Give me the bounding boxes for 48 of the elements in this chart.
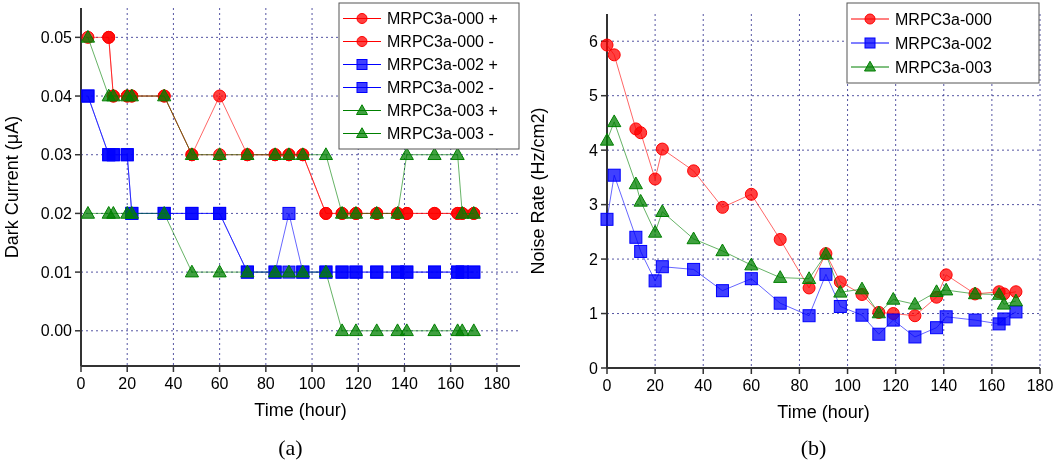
legend-label: MRPC3a-000 — [895, 10, 993, 28]
legend-label: MRPC3a-002 - — [387, 79, 494, 97]
legend-label: MRPC3a-002 + — [387, 56, 498, 74]
x-tick-label: 100 — [834, 377, 861, 394]
y-tick-label: 0.04 — [40, 87, 73, 105]
x-tick-label: 140 — [391, 375, 418, 392]
x-tick-label: 120 — [882, 377, 910, 394]
legend-label: MRPC3a-003 — [895, 58, 993, 76]
y-tick-label: 0.03 — [40, 146, 73, 164]
x-tick-label: 60 — [210, 375, 229, 392]
x-tick-label: 40 — [164, 375, 183, 392]
x-axis-title: Time (hour) — [254, 400, 347, 420]
y-tick-label: 1 — [589, 305, 599, 323]
y-tick-label: 2 — [589, 250, 599, 268]
text: (a) — [278, 435, 303, 460]
y-tick-label: 5 — [589, 87, 599, 105]
x-tick-label: 160 — [978, 377, 1006, 394]
y-axis-title: Noise Rate (Hz/cm2) — [528, 107, 548, 275]
x-tick-label: 100 — [298, 375, 326, 392]
x-tick-label: 40 — [694, 377, 713, 394]
x-tick-label: 0 — [602, 377, 612, 394]
y-axis-title: Dark Current (μA) — [2, 115, 22, 259]
text: (b) — [800, 435, 827, 460]
y-tick-label: 3 — [589, 196, 599, 214]
x-tick-label: 160 — [437, 375, 465, 392]
legend-label: MRPC3a-000 - — [387, 33, 494, 51]
y-tick-label: 0 — [589, 359, 599, 377]
x-tick-label: 180 — [483, 375, 511, 392]
legend-label: MRPC3a-000 + — [387, 10, 498, 28]
x-tick-label: 80 — [256, 375, 275, 392]
y-tick-label: 4 — [589, 141, 599, 159]
x-tick-label: 0 — [76, 375, 86, 392]
y-tick-label: 0.02 — [40, 205, 73, 223]
x-tick-label: 120 — [344, 375, 372, 392]
x-tick-label: 60 — [742, 377, 761, 394]
y-tick-label: 0.01 — [40, 263, 73, 281]
y-tick-label: 6 — [589, 32, 599, 50]
y-tick-label: 0.00 — [40, 322, 73, 340]
legend-label: MRPC3a-003 - — [387, 125, 494, 143]
x-axis-title: Time (hour) — [777, 402, 870, 422]
x-tick-label: 80 — [790, 377, 809, 394]
x-tick-label: 20 — [118, 375, 137, 392]
x-tick-label: 180 — [1026, 377, 1054, 394]
legend-label: MRPC3a-003 + — [387, 102, 498, 120]
x-tick-label: 140 — [930, 377, 958, 394]
x-tick-label: 20 — [646, 377, 665, 394]
y-tick-label: 0.05 — [40, 28, 73, 46]
legend-label: MRPC3a-002 — [895, 34, 993, 52]
